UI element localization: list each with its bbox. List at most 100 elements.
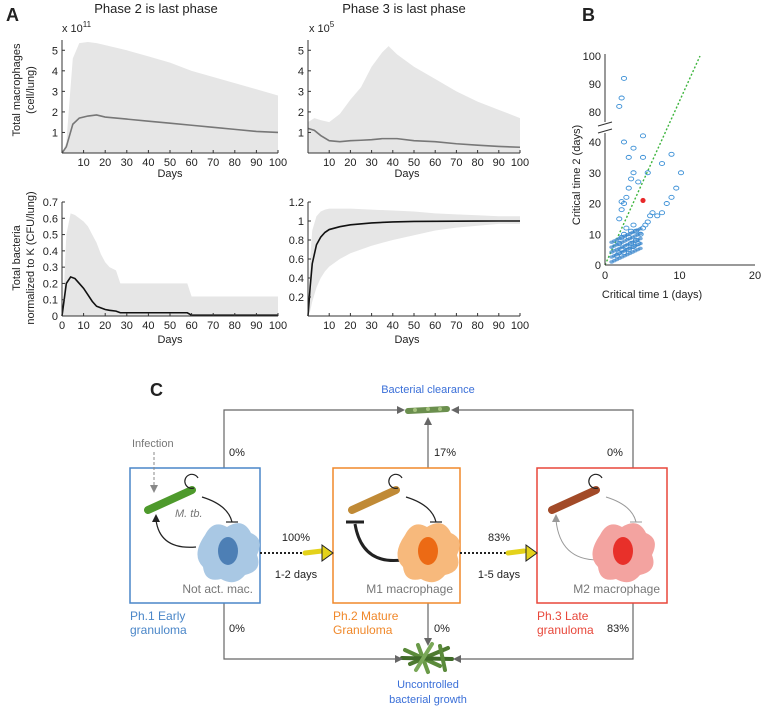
scatter-point: [635, 179, 642, 185]
x-tick-label: 10: [323, 157, 335, 169]
transition1-duration: 1-2 days: [275, 569, 318, 581]
y-tick-label: 0.1: [43, 295, 58, 307]
x-tick-label: 30: [365, 320, 377, 332]
x-tick-label: 80: [471, 157, 483, 169]
x-tick-label: 30: [121, 320, 133, 332]
y-tick-label: 0: [595, 260, 601, 272]
y-tick-label: 3: [52, 86, 58, 98]
bacterial-growth-cluster-icon: [400, 642, 454, 674]
x-tick-label: 40: [387, 320, 399, 332]
x-tick-label: 100: [511, 320, 529, 332]
xlabel-mac-phase3: Days: [394, 168, 420, 180]
arrow-heads: [395, 406, 461, 663]
scatter-point: [663, 201, 670, 206]
uncontrolled-growth-label-line2: bacterial growth: [389, 694, 467, 706]
scatter-point: [618, 199, 625, 205]
x-tick-label: 20: [344, 320, 356, 332]
y-tick-label: 0.4: [43, 246, 58, 258]
chart-macrophages-phase3: 10 20 30 40 50 60 70 80 90 100 1 2 3 4 5: [298, 40, 529, 169]
x-tick-label: 50: [164, 320, 176, 332]
y-tick-label: 5: [298, 45, 304, 57]
x-tick-label: 50: [408, 157, 420, 169]
pct-box3-clearance: 0%: [607, 447, 623, 459]
y-tick-label: 2: [298, 107, 304, 119]
x-tick-label: 10: [77, 157, 89, 169]
median-line: [61, 114, 279, 154]
x-tick-label: 40: [142, 320, 154, 332]
scatter-point: [620, 139, 628, 145]
x-tick-label: 90: [250, 157, 262, 169]
scatter-point: [654, 213, 661, 219]
pct-box1-growth: 0%: [229, 623, 245, 635]
xlabel-mac-phase2: Days: [157, 168, 183, 180]
y-tick-label: 20: [589, 199, 601, 211]
box3-interactions: [552, 496, 642, 561]
box3-phase-label-line2: granuloma: [537, 623, 594, 637]
range-band: [308, 46, 520, 153]
x-tick-label: 50: [408, 320, 420, 332]
x-tick-label: 80: [229, 320, 241, 332]
y-tick-label: 0.3: [43, 262, 58, 274]
y-tick-label: 1: [52, 127, 58, 139]
bacteria-ylabel-line2: normalized to K (CFU/lung): [25, 191, 37, 324]
x-tick-label: 0: [59, 320, 65, 332]
median-line: [307, 127, 521, 149]
y-tick-label: 80: [589, 107, 601, 119]
x-tick-label: 40: [142, 157, 154, 169]
scatter-point: [644, 170, 651, 176]
x-tick-label: 80: [471, 320, 483, 332]
transition1-percent: 100%: [282, 532, 310, 544]
y-tick-label: 100: [583, 51, 601, 63]
scatter-point: [630, 170, 637, 176]
x-tick-label: 60: [429, 320, 441, 332]
scatter-point: [620, 75, 628, 81]
box2-interactions: [346, 496, 442, 563]
y-tick-label: 1.2: [289, 197, 304, 209]
scatter-point: [637, 241, 643, 246]
scatter-point: [637, 236, 643, 241]
m2-macrophage-icon: [592, 523, 655, 583]
x-tick-label: 30: [365, 157, 377, 169]
y-tick-label: 1: [298, 127, 304, 139]
macrophage-ylabel-line1: Total macrophages: [11, 43, 23, 136]
x-tick-label: 100: [511, 157, 529, 169]
y-tick-label: 0.7: [43, 197, 58, 209]
scatter-point: [668, 151, 675, 157]
scatter-ylabel: Critical time 2 (days): [571, 125, 583, 225]
phase3-box: [536, 467, 668, 604]
x-tick-label: 70: [450, 320, 462, 332]
mtb-bacterium-brown-icon: [548, 473, 603, 514]
transition2-duration: 1-5 days: [478, 569, 521, 581]
m1-macrophage-icon: [397, 523, 460, 583]
box1-cell-label: Not act. mac.: [182, 582, 253, 596]
transition-phase2-to-phase3: [460, 544, 538, 562]
x-tick-label: 90: [250, 320, 262, 332]
x-tick-label: 0: [602, 270, 608, 282]
scatter-point: [623, 225, 630, 231]
median-line: [61, 275, 278, 317]
scatter-point: [630, 145, 637, 151]
pct-box1-clearance: 0%: [229, 447, 245, 459]
scatter-point: [637, 231, 643, 236]
scatter-point: [639, 154, 647, 160]
bacteria-ylabel-line1: Total bacteria: [11, 224, 23, 290]
scatter-point: [644, 219, 651, 225]
arrow-box3-to-clearance: [456, 409, 634, 468]
panel-label-c: C: [150, 380, 163, 400]
scatter-point: [630, 222, 637, 228]
y-tick-label: 0: [52, 311, 58, 323]
phase1-box: [129, 467, 261, 604]
phase2-box: [332, 467, 461, 604]
y-tick-label: 10: [589, 229, 601, 241]
y-tick-label: 40: [589, 137, 601, 149]
x-tick-label: 60: [185, 320, 197, 332]
macrophage-ylabel-line2: (cell/lung): [25, 66, 37, 114]
y-tick-label: 0.6: [289, 254, 304, 266]
scatter-point: [625, 185, 632, 191]
scatter-point: [618, 95, 625, 101]
flow-arrows: [223, 409, 634, 660]
scatter-point: [677, 170, 685, 176]
x-tick-label: 10: [77, 320, 89, 332]
box1-phase-label-line2: granuloma: [130, 623, 187, 637]
bacterial-clearance-label: Bacterial clearance: [381, 384, 475, 396]
